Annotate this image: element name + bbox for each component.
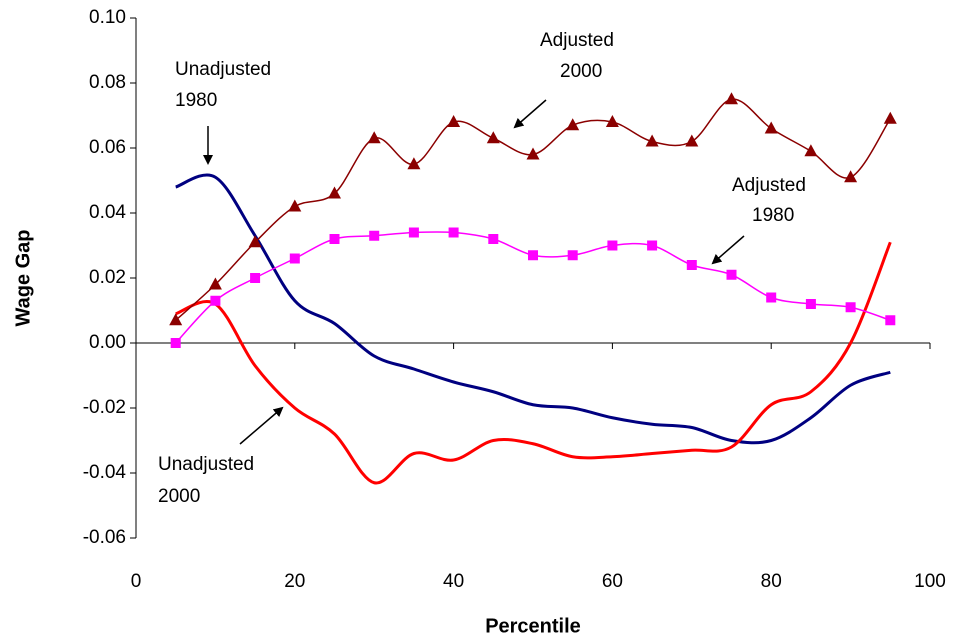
series-line (175, 231, 891, 344)
marker (369, 230, 380, 241)
marker (289, 253, 300, 264)
annotation-arrows (203, 99, 745, 445)
y-tick-label: -0.04 (83, 462, 127, 483)
series-line (175, 173, 891, 445)
marker (248, 235, 262, 248)
marker (566, 118, 580, 131)
marker (448, 227, 459, 238)
arrow (239, 406, 284, 445)
x-tick-label: 100 (914, 571, 946, 592)
x-tick-label: 20 (284, 571, 305, 592)
marker (647, 240, 658, 251)
y-tick-label: 0.08 (89, 72, 126, 93)
y-tick-label: 0.04 (89, 202, 126, 223)
marker (367, 131, 381, 144)
arrow (711, 235, 745, 265)
marker (208, 277, 222, 290)
marker (328, 186, 341, 199)
marker (804, 144, 818, 157)
marker (845, 302, 856, 313)
annotation: 1980 (752, 205, 794, 226)
marker (885, 315, 896, 326)
marker (528, 250, 538, 261)
x-tick-label: 60 (602, 571, 623, 592)
y-tick-label: 0.02 (89, 267, 126, 288)
marker (567, 250, 578, 261)
y-tick-label: 0.06 (89, 137, 126, 158)
marker (766, 292, 777, 303)
marker (329, 234, 340, 244)
y-axis-title: Wage Gap (12, 229, 34, 326)
marker (605, 115, 619, 127)
marker (408, 227, 419, 238)
marker (169, 313, 183, 326)
marker (685, 134, 699, 147)
series-line (175, 241, 892, 485)
marker (486, 131, 500, 144)
marker (526, 147, 540, 160)
x-axis-title: Percentile (485, 615, 581, 637)
annotation: 2000 (158, 486, 200, 507)
marker (805, 299, 816, 309)
marker (726, 269, 737, 280)
y-tick-label: -0.02 (83, 397, 126, 418)
marker (288, 199, 302, 212)
annotation: 2000 (560, 61, 602, 82)
x-tick-label: 40 (443, 571, 464, 592)
y-tick-label: 0.10 (89, 7, 126, 28)
marker (447, 115, 461, 127)
x-tick-label: 0 (131, 571, 142, 592)
marker (607, 240, 618, 251)
annotation: Adjusted (540, 30, 614, 51)
x-tick-label: 80 (761, 571, 782, 592)
marker (250, 273, 261, 283)
marker (407, 157, 421, 170)
arrow (513, 99, 547, 129)
marker (645, 134, 659, 147)
marker (170, 338, 181, 348)
marker (764, 121, 778, 134)
marker (883, 111, 897, 124)
annotation: 1980 (175, 90, 217, 111)
marker (725, 92, 738, 105)
marker (488, 234, 499, 244)
annotation: Unadjusted (158, 454, 254, 475)
y-tick-label: -0.06 (83, 527, 126, 548)
annotation: Unadjusted (175, 59, 271, 80)
y-tick-label: 0.00 (89, 332, 126, 353)
marker (210, 295, 221, 306)
marker (844, 170, 858, 183)
annotation: Adjusted (732, 175, 806, 196)
marker (686, 260, 697, 270)
